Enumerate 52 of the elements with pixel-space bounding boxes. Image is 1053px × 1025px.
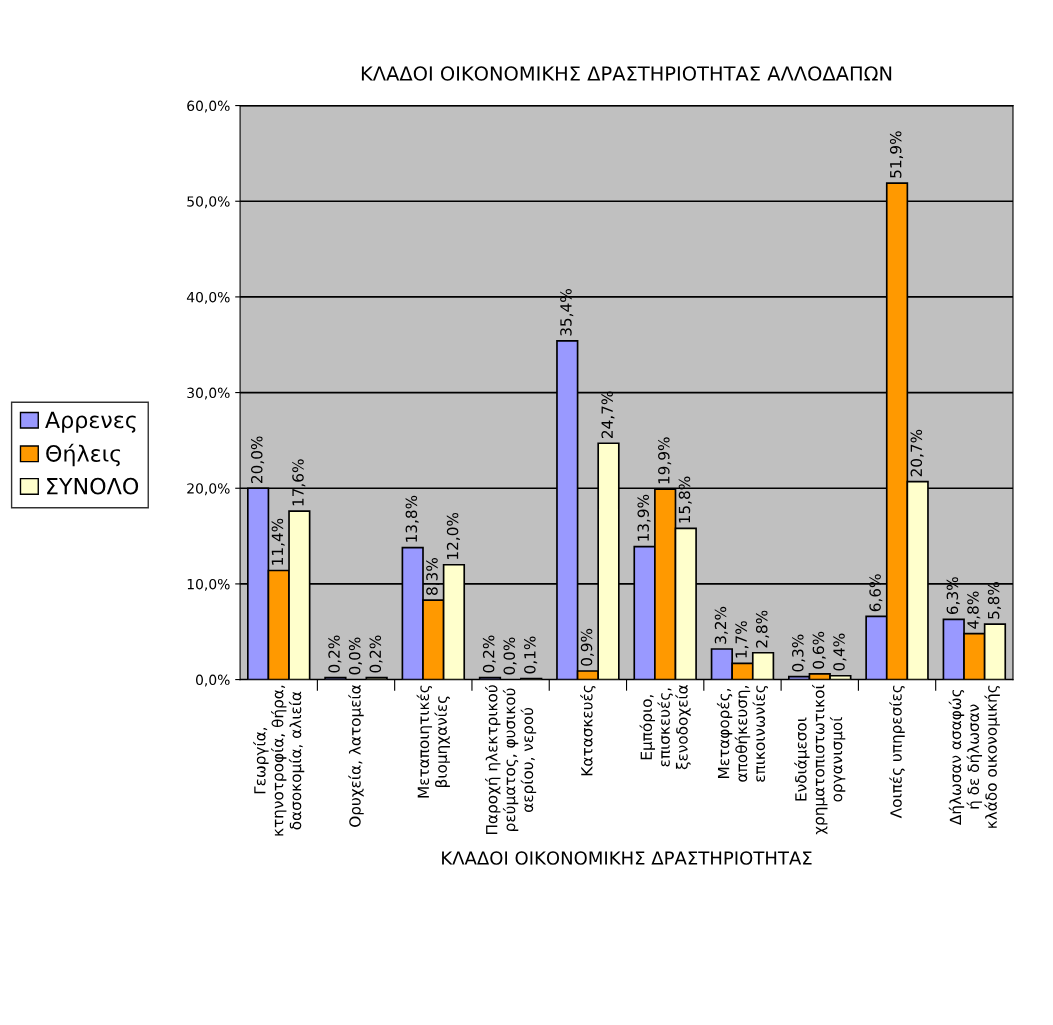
x-tick-label: Εμπόριο, επισκευές, ξενοδοχεία — [639, 685, 691, 770]
data-label: 1,7% — [735, 621, 749, 658]
data-label: 35,4% — [560, 289, 574, 336]
y-tick-label: 0,0% — [195, 674, 230, 687]
x-tick-label: Γεωργία, κτηνοτροφία, θήρα, δασοκομία, αλιεία — [253, 685, 305, 836]
data-label: 5,8% — [987, 581, 1001, 619]
x-tick-label: Λοιπές υπηρεσίες — [889, 685, 905, 819]
data-label: 0,9% — [580, 628, 594, 666]
data-label: 0,0% — [503, 637, 517, 675]
x-tick-label: Δήλωσαν ασαφώς ή δε δήλωσαν κλάδο οικονομικής — [948, 685, 1000, 828]
data-label: 0,2% — [369, 635, 383, 673]
data-label: 0,2% — [482, 635, 496, 673]
data-label: 2,8% — [755, 610, 770, 648]
data-label: 4,8% — [967, 591, 981, 629]
data-label: 0,2% — [328, 635, 342, 673]
y-tick-label: 50,0% — [187, 196, 230, 209]
data-label: 51,9% — [889, 131, 904, 178]
x-tick-label: Ορυχεία, λατομεία — [348, 685, 364, 827]
data-label: 20,0% — [251, 436, 265, 483]
data-label: 0,1% — [524, 636, 538, 674]
chart-title: ΚΛΑΔΟΙ ΟΙΚΟΝΟΜΙΚΗΣ ΔΡΑΣΤΗΡΙΟΤΗΤΑΣ ΑΛΛΟΔΑΠΩΝ — [361, 66, 892, 81]
x-axis-title: ΚΛΑΔΟΙ ΟΙΚΟΝΟΜΙΚΗΣ ΔΡΑΣΤΗΡΙΟΤΗΤΑΣ — [442, 851, 812, 865]
data-label: 0,4% — [833, 633, 847, 671]
legend-label: Αρρενες — [45, 411, 136, 433]
data-label: 3,2% — [714, 606, 728, 644]
data-label: 17,6% — [292, 459, 306, 506]
data-label: 12,0% — [446, 512, 460, 559]
data-label: 8,3% — [426, 558, 440, 595]
data-label: 6,6% — [869, 574, 883, 612]
x-tick-label: Μεταφορές, αποθήκευση, επικοινωνίες — [716, 685, 769, 782]
data-label: 0,3% — [792, 634, 806, 672]
data-label: 15,8% — [678, 476, 692, 523]
data-label: 19,9% — [658, 437, 672, 484]
x-tick-label: Κατασκευές — [580, 685, 596, 776]
data-label: 13,8% — [405, 495, 419, 542]
y-tick-label: 60,0% — [187, 100, 230, 113]
y-tick-label: 30,0% — [187, 387, 230, 400]
data-label: 11,4% — [271, 518, 285, 565]
data-label: 0,0% — [348, 637, 363, 675]
y-tick-label: 10,0% — [187, 578, 230, 591]
data-label: 6,3% — [946, 577, 960, 615]
y-tick-label: 20,0% — [187, 483, 230, 496]
data-label: 13,9% — [637, 494, 651, 541]
data-label: 24,7% — [601, 391, 615, 438]
data-label: 0,6% — [812, 631, 826, 669]
legend-label: Θήλεις — [46, 443, 121, 467]
legend-label: ΣΥΝΟΛΟ — [47, 477, 139, 495]
x-tick-label: Μεταποιητικές βιομηχανίες — [416, 685, 450, 798]
x-tick-label: Ενδιάμεσοι χρηματοπιστωτικοί οργανισμοί — [794, 684, 846, 835]
y-tick-label: 40,0% — [186, 291, 230, 304]
x-tick-label: Παροχή ηλεκτρικού ρεύματος, φυσικού αερίου, νερού — [485, 685, 537, 835]
data-label: 20,7% — [910, 429, 924, 477]
